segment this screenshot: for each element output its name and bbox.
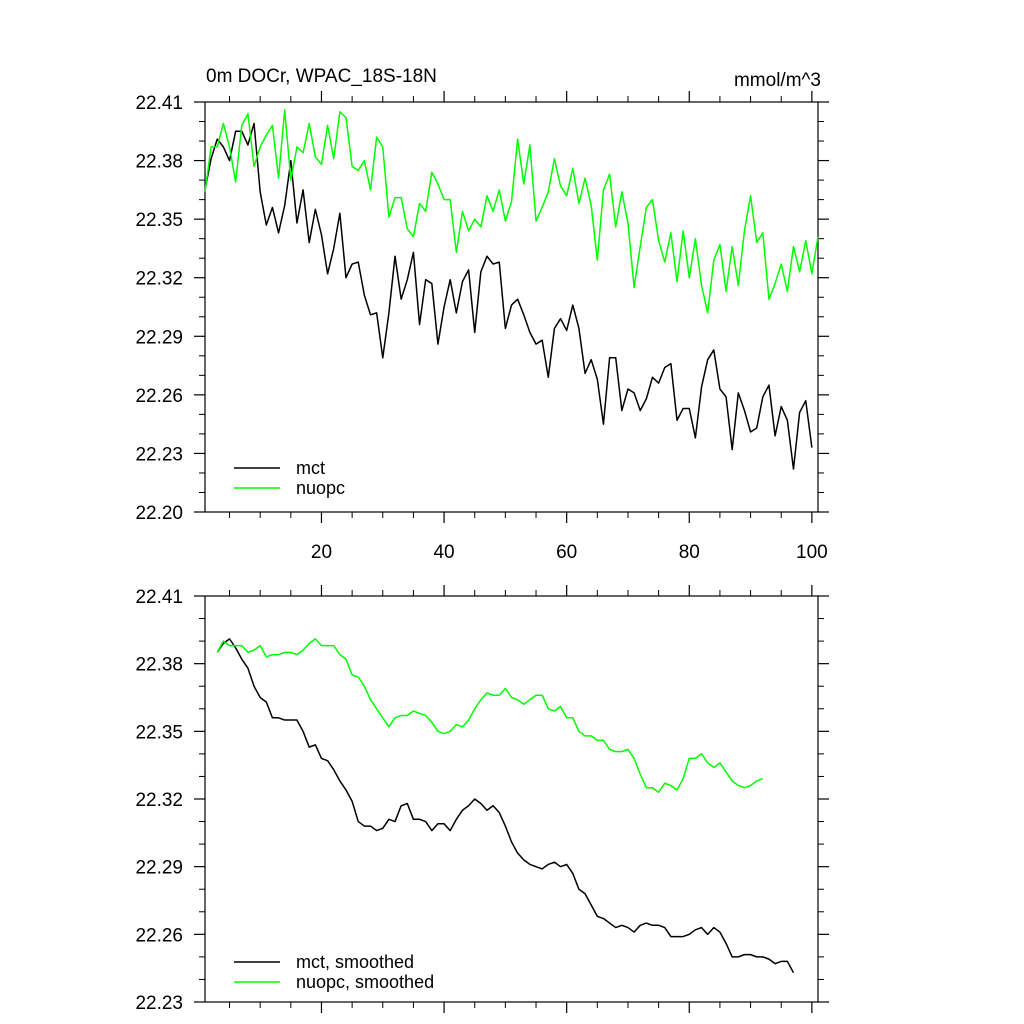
y-tick-label: 22.29 (135, 327, 183, 348)
y-tick-label: 22.41 (135, 93, 183, 114)
chart-units: mmol/m^3 (734, 70, 821, 91)
y-tick-label: 22.26 (135, 386, 183, 407)
series-line-nuopc (204, 109, 819, 314)
x-tick-label: 60 (556, 542, 577, 563)
y-tick-label: 22.23 (135, 993, 183, 1014)
plot-frame (204, 101, 819, 513)
plot-frame (204, 595, 819, 1003)
panel-top: 0m DOCr, WPAC_18S-18N mmol/m^3 22.41 22.3… (135, 66, 829, 563)
x-tick-label: 100 (796, 542, 828, 563)
legend-label: nuopc, smoothed (296, 972, 434, 992)
y-tick-label: 22.26 (135, 925, 183, 946)
y-tick-label: 22.35 (135, 210, 183, 231)
legend-label: nuopc (296, 478, 345, 498)
chart-title: 0m DOCr, WPAC_18S-18N (206, 66, 437, 87)
y-tick-label: 22.29 (135, 858, 183, 879)
y-tick-label: 22.38 (135, 655, 183, 676)
y-tick-label: 22.20 (135, 503, 183, 524)
series-line-mct-smoothed (216, 638, 795, 974)
y-tick-label: 22.35 (135, 722, 183, 743)
y-tick-label: 22.32 (135, 790, 183, 811)
y-tick-label: 22.32 (135, 269, 183, 290)
bottom-panel-axes: 22.41 22.38 22.35 22.32 22.29 22.26 22.23 (135, 585, 829, 1014)
x-tick-label: 40 (433, 542, 454, 563)
series-line-nuopc-smoothed (216, 638, 764, 793)
top-panel-series (204, 109, 819, 470)
x-tick-label: 20 (311, 542, 332, 563)
bottom-panel-series (216, 638, 795, 974)
y-tick-label: 22.23 (135, 444, 183, 465)
legend-label: mct (296, 458, 325, 478)
y-tick-label: 22.41 (135, 587, 183, 608)
x-tick-label: 80 (679, 542, 700, 563)
y-tick-label: 22.38 (135, 152, 183, 173)
top-panel-axes: 22.41 22.38 22.35 22.32 22.29 22.26 22.23 22.20… (135, 91, 829, 563)
panel-bottom: 22.41 22.38 22.35 22.32 22.29 22.26 22.23 mct,… (135, 585, 829, 1014)
legend-label: mct, smoothed (296, 952, 414, 972)
series-line-mct (204, 122, 813, 470)
